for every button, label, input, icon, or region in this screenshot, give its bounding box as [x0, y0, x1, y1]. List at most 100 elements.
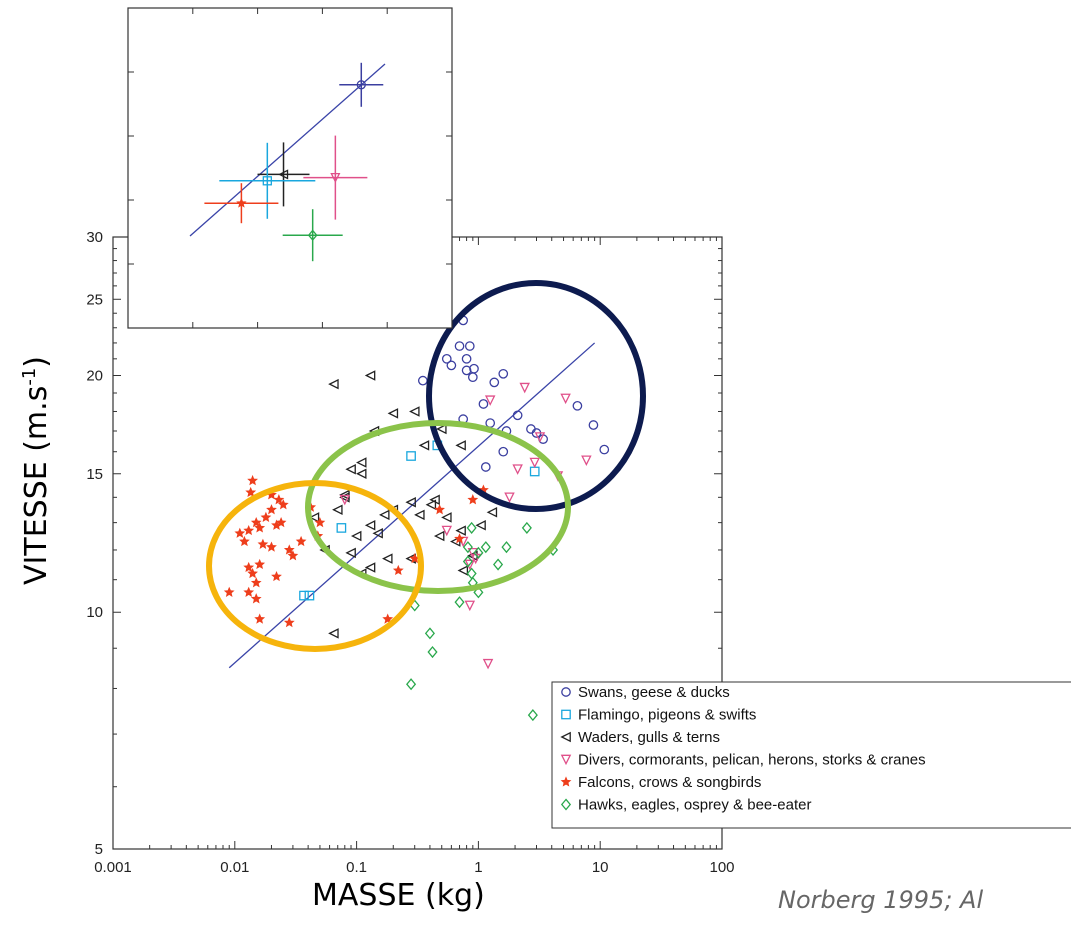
- data-point-series-5: [271, 570, 282, 582]
- legend-marker-5: [560, 776, 572, 787]
- data-point-series-3: [339, 489, 350, 501]
- axis-ticks: [112, 236, 722, 850]
- data-point-series-6: [424, 627, 435, 640]
- data-point-series-6: [527, 709, 538, 722]
- data-point-series-5: [314, 516, 326, 528]
- inset-point-6: [307, 229, 318, 242]
- data-point-series-5: [454, 533, 465, 544]
- data-point-series-5: [295, 535, 307, 547]
- inset-regression-line: [189, 63, 386, 237]
- data-point-series-3: [350, 530, 362, 542]
- data-point-series-6: [462, 541, 473, 554]
- y-tick-label: 25: [86, 291, 103, 308]
- inset-frame: [127, 7, 453, 329]
- data-point-series-3: [418, 440, 430, 451]
- y-tick-label: 10: [86, 604, 103, 621]
- data-point-series-1: [489, 377, 500, 388]
- data-point-series-5: [287, 550, 299, 561]
- legend-label-6: Hawks, eagles, osprey & bee-eater: [578, 797, 811, 814]
- legend-label-3: Waders, gulls & terns: [578, 729, 720, 746]
- data-point-series-3: [328, 628, 339, 639]
- data-point-series-5: [382, 613, 394, 624]
- data-point-series-5: [254, 613, 266, 624]
- data-point-series-4: [484, 395, 496, 406]
- data-point-series-3: [332, 504, 343, 515]
- data-point-series-1: [469, 363, 479, 374]
- data-point-series-4: [339, 494, 351, 506]
- data-point-series-4: [504, 492, 515, 503]
- data-point-series-1: [572, 400, 583, 411]
- data-point-series-3: [355, 457, 367, 468]
- data-point-series-5: [234, 527, 246, 538]
- data-point-series-1: [599, 444, 610, 455]
- legend-label-4: Divers, cormorants, pelican, herons, sto…: [578, 752, 926, 769]
- data-point-series-5: [260, 511, 272, 523]
- data-point-series-5: [467, 494, 479, 505]
- data-point-series-3: [364, 520, 376, 531]
- x-tick-label: 0.001: [94, 859, 132, 876]
- data-point-series-3: [372, 528, 383, 539]
- data-point-series-6: [480, 541, 491, 554]
- data-point-series-6: [493, 558, 504, 571]
- data-point-series-1: [441, 353, 452, 364]
- data-point-series-3: [328, 378, 339, 390]
- data-point-series-5: [250, 577, 262, 588]
- legend-marker-4: [560, 754, 572, 766]
- data-point-series-5: [250, 593, 262, 604]
- highlight-ellipse-waders: [305, 420, 571, 594]
- data-point-series-4: [464, 559, 476, 571]
- axis-tick-labels: 0.001 0.01 0.1 1 10 100 5 10 15 20 25 30: [86, 229, 734, 876]
- y-tick-label: 15: [86, 466, 103, 483]
- data-point-series-5: [247, 474, 258, 486]
- data-point-series-6: [427, 645, 438, 659]
- data-point-series-2: [336, 523, 347, 533]
- y-tick-label: 20: [86, 367, 103, 384]
- data-point-series-6: [473, 546, 484, 559]
- data-point-series-6: [406, 678, 417, 691]
- data-point-series-3: [409, 406, 420, 417]
- data-point-series-2: [406, 451, 416, 461]
- data-points: [223, 315, 610, 722]
- data-point-series-3: [425, 499, 437, 510]
- y-axis-label-main: VITESSE (m.s: [18, 385, 54, 585]
- highlight-ellipse-falcons: [206, 480, 424, 652]
- x-tick-label: 0.01: [220, 859, 249, 876]
- data-point-series-1: [512, 410, 523, 421]
- data-point-series-5: [257, 538, 269, 549]
- data-point-series-3: [486, 507, 498, 518]
- inset-point-3: [262, 176, 272, 186]
- data-point-series-1: [461, 365, 472, 376]
- inset-point-4: [330, 172, 341, 184]
- y-axis-label-exponent: -1: [18, 367, 40, 386]
- main-plot-area: 0.001 0.01 0.1 1 10 100 5 10 15 20 25 30: [86, 229, 734, 876]
- data-point-series-3: [364, 562, 376, 573]
- data-point-series-6: [501, 541, 512, 554]
- data-point-series-1: [478, 399, 489, 409]
- citation: Norberg 1995; Al: [778, 886, 984, 914]
- data-point-series-1: [461, 353, 472, 364]
- data-point-series-5: [254, 558, 266, 570]
- data-point-series-4: [482, 658, 494, 670]
- data-point-series-3: [433, 530, 445, 542]
- data-point-series-1: [498, 446, 509, 457]
- data-point-series-3: [429, 494, 440, 506]
- data-point-series-1: [454, 341, 465, 351]
- legend-marker-2: [561, 709, 571, 720]
- data-point-series-6: [454, 596, 465, 609]
- legend: Swans, geese & ducks Flamingo, pigeons & …: [551, 681, 1071, 829]
- data-point-series-4: [581, 455, 592, 467]
- data-point-series-5: [266, 541, 277, 552]
- legend-label-5: Falcons, crows & songbirds: [578, 774, 761, 791]
- legend-label-2: Flamingo, pigeons & swifts: [578, 707, 756, 724]
- data-point-series-3: [436, 423, 447, 435]
- data-point-series-4: [441, 525, 453, 537]
- data-point-series-3: [457, 565, 469, 576]
- data-point-series-3: [387, 408, 399, 419]
- data-point-series-3: [414, 509, 425, 521]
- data-point-series-6: [473, 586, 484, 599]
- x-tick-label: 100: [709, 859, 734, 876]
- y-axis-label: VITESSE (m.s-1): [6, 220, 66, 720]
- data-point-series-5: [283, 544, 295, 555]
- data-point-series-5: [254, 522, 266, 533]
